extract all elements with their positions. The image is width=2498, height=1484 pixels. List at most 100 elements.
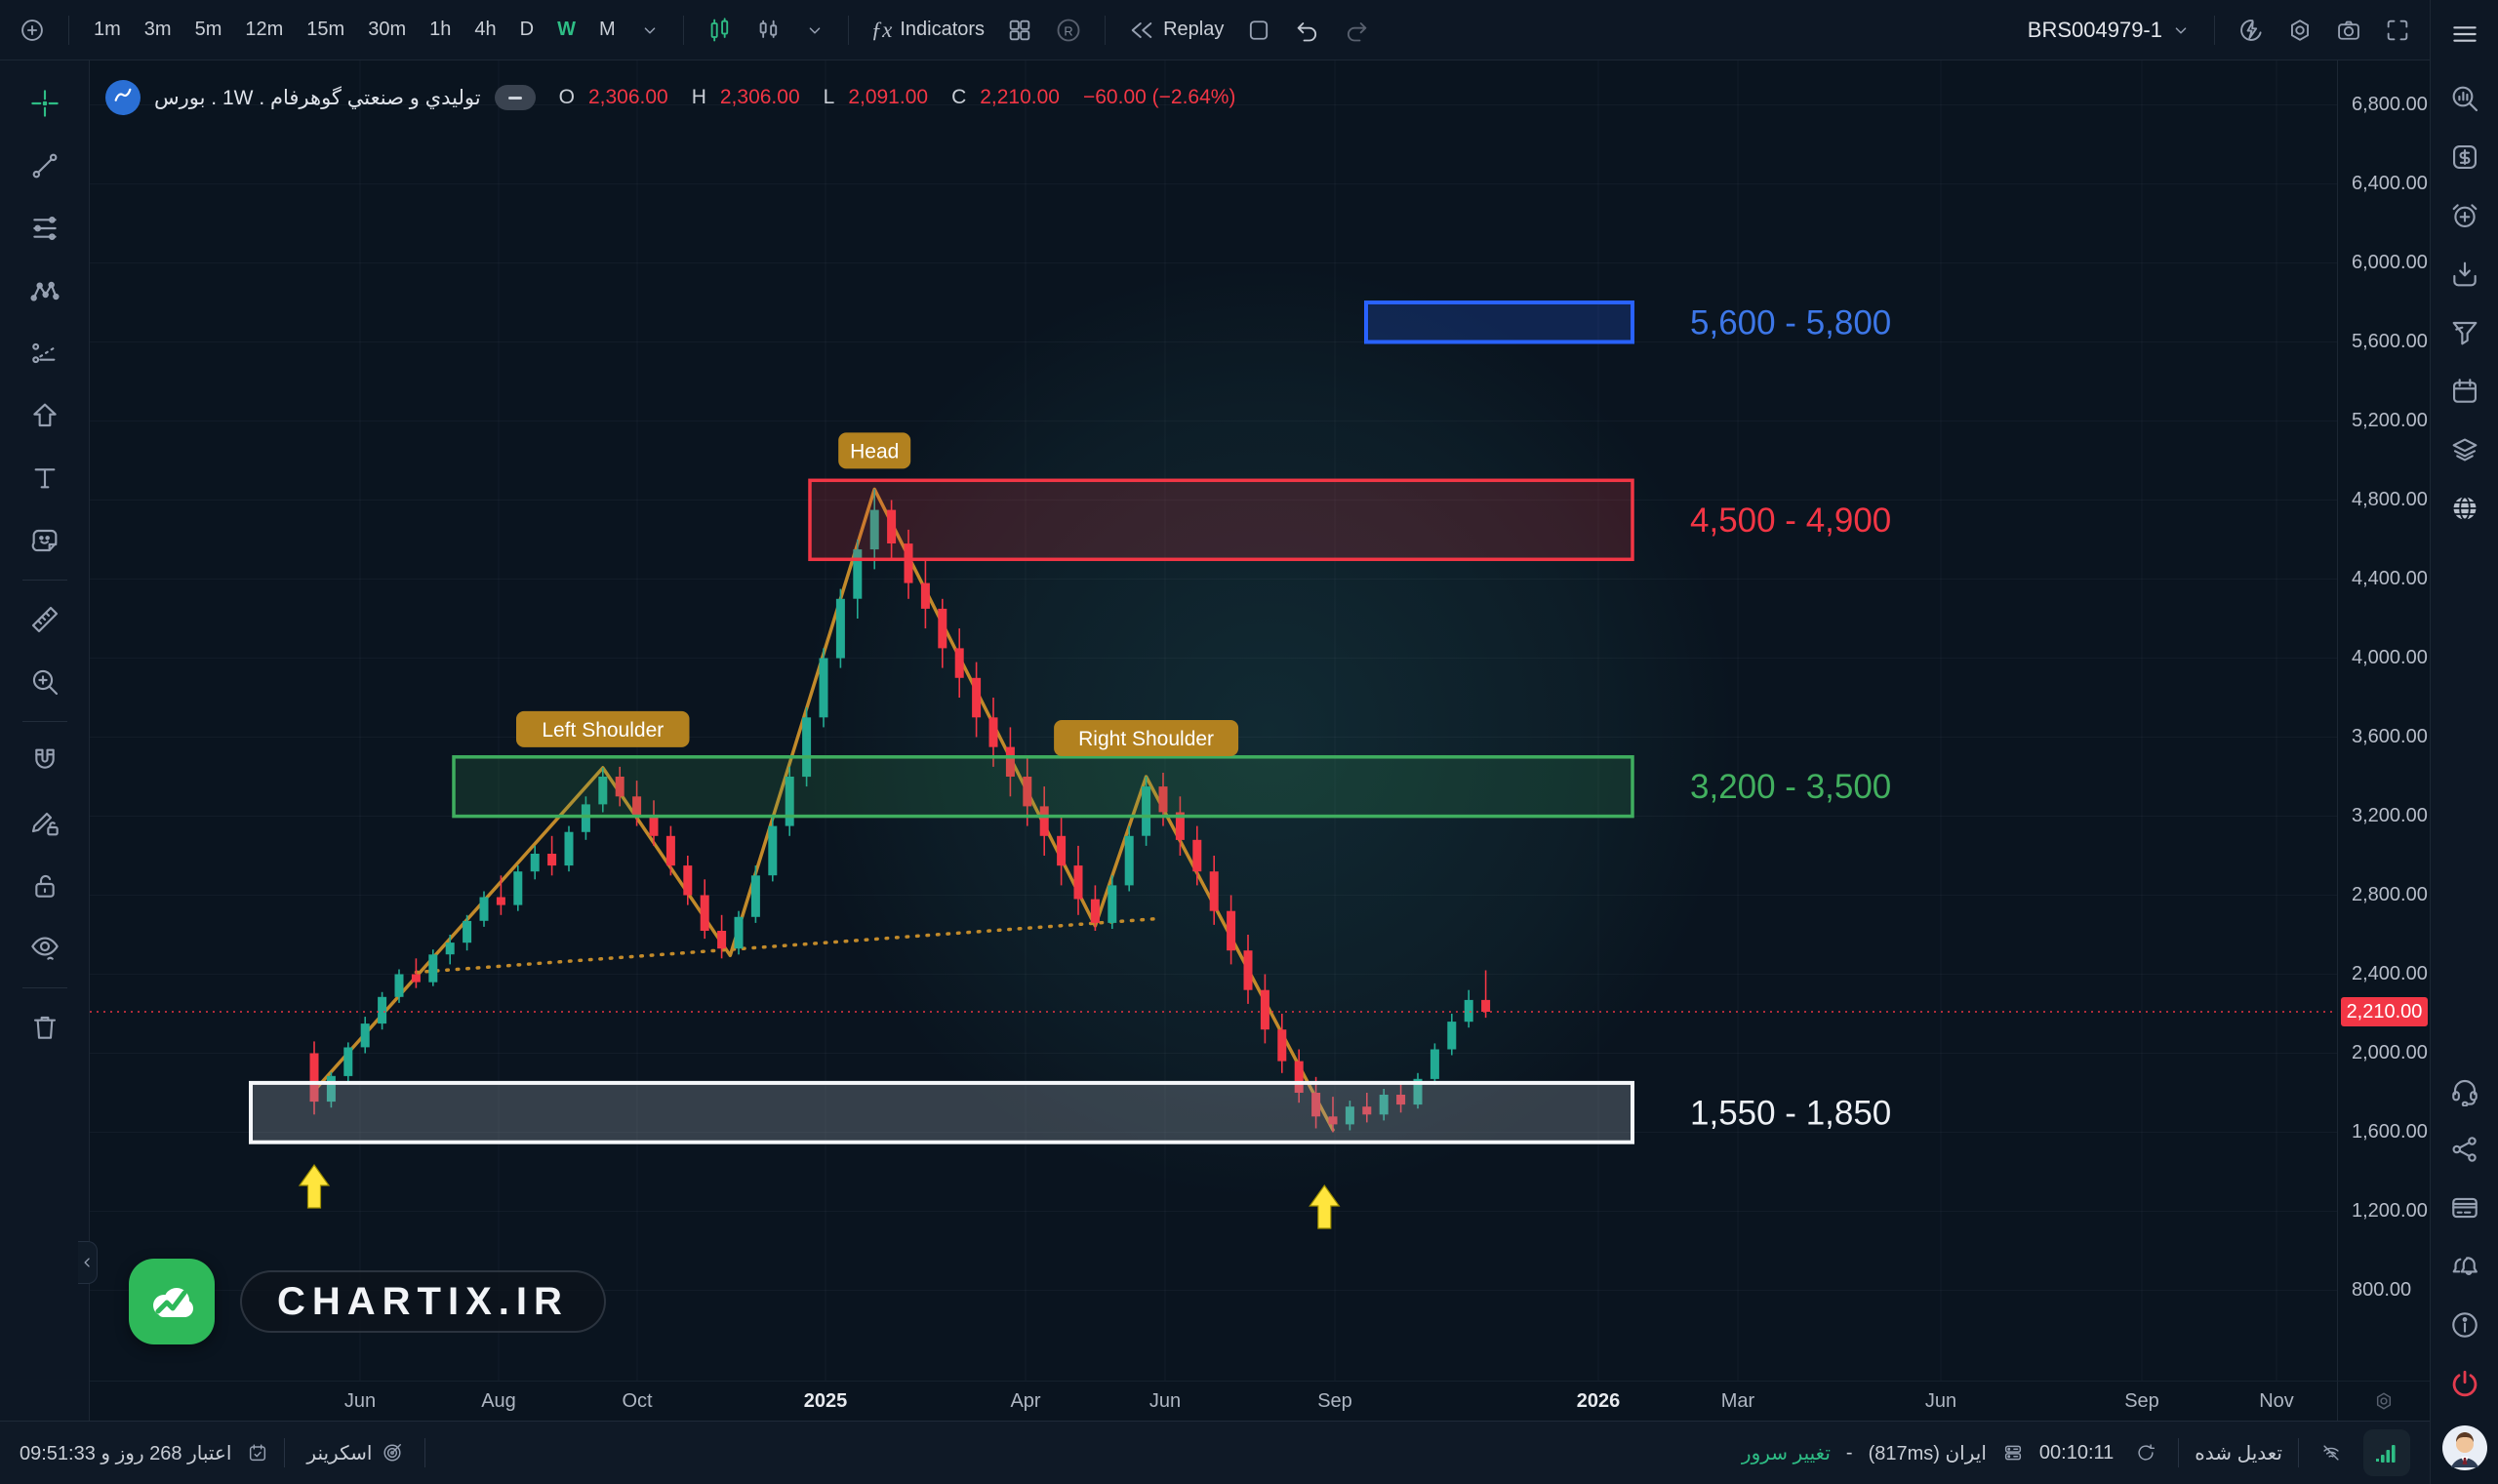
screener-label: اسکرینر [306, 1442, 373, 1464]
rectangle-tool-button[interactable] [1236, 11, 1281, 50]
settings-button[interactable] [2277, 11, 2322, 50]
tool-power-button[interactable] [2438, 1357, 2491, 1410]
rectangle-icon [1245, 17, 1272, 44]
timeframe-M[interactable]: M [588, 12, 626, 48]
tool-headset-button[interactable] [2438, 1064, 2491, 1117]
tool-alarm-button[interactable] [2438, 189, 2491, 242]
collapse-legend-button[interactable] [494, 85, 536, 110]
price-axis[interactable]: 6,800.00 6,400.00 6,000.00 5,600.00 5,200.00… [2337, 60, 2430, 1381]
r-badge-button[interactable]: R [1046, 11, 1091, 50]
tool-draw-lock-button[interactable] [18, 796, 72, 851]
axis-settings-corner[interactable] [2337, 1381, 2430, 1421]
power-icon [2449, 1368, 2480, 1399]
symbol-title[interactable]: توليدي و صنعتي گوهرفام . 1W . بورس [154, 86, 481, 109]
timeframe-list: 1m 3m 5m 12m 15m 30m 1h 4h D W M [83, 12, 626, 48]
tool-calendar-button[interactable] [2438, 365, 2491, 418]
tool-unlock-button[interactable] [18, 859, 72, 913]
credit-remaining: اعتبار 268 روز و 09:51:33 [20, 1442, 232, 1464]
chartix-text: CHARTIX.IR [277, 1279, 569, 1323]
dollar-icon [2449, 141, 2480, 173]
timeframe-30m[interactable]: 30m [357, 12, 417, 48]
camera-icon [2335, 17, 2362, 44]
timeframe-D[interactable]: D [509, 12, 544, 48]
change-server-link[interactable]: تغيير سرور [1741, 1442, 1831, 1464]
tool-sticker-button[interactable] [18, 513, 72, 568]
tool-funnel-button[interactable] [2438, 306, 2491, 359]
symbol-logo-icon [114, 88, 132, 101]
chart-pane[interactable]: 5,600 - 5,800 4,500 - 4,900 3,200 - 3,500 1… [90, 60, 2337, 1381]
tool-trash-button[interactable] [18, 1000, 72, 1055]
globe-icon [2449, 493, 2480, 524]
timeframe-1h[interactable]: 1h [419, 12, 462, 48]
tool-forecast-button[interactable] [18, 326, 72, 381]
svg-text:Head: Head [850, 440, 899, 462]
chartix-watermark-logo: CHARTIX.IR [129, 1259, 606, 1344]
tool-pattern-button[interactable] [18, 263, 72, 318]
tool-share-button[interactable] [2438, 1123, 2491, 1176]
tool-info-button[interactable] [2438, 1299, 2491, 1351]
price-tick: 2,800.00 [2352, 883, 2428, 905]
price-tick: 6,000.00 [2352, 251, 2428, 273]
timeframe-menu-button[interactable] [630, 14, 669, 47]
tool-download-button[interactable] [2438, 248, 2491, 301]
timeframe-12m[interactable]: 12m [234, 12, 294, 48]
tool-search-button[interactable] [2438, 72, 2491, 125]
connection-quality-button[interactable] [2363, 1429, 2410, 1476]
timeframe-15m[interactable]: 15m [296, 12, 355, 48]
hollow-candles-icon [755, 17, 783, 44]
layout-grid-button[interactable] [997, 11, 1042, 50]
tool-text-button[interactable] [18, 451, 72, 505]
timeframe-W[interactable]: W [546, 12, 586, 48]
refresh-button[interactable] [2129, 1438, 2162, 1467]
toolbar-collapse-handle[interactable] [78, 1241, 98, 1284]
tool-globe-button[interactable] [2438, 482, 2491, 535]
time-tick: Sep [2124, 1390, 2159, 1412]
high-value: 2,306.00 [719, 86, 800, 108]
arrow-up-icon [29, 400, 60, 431]
tool-trendline-button[interactable] [18, 139, 72, 193]
svg-text:Left Shoulder: Left Shoulder [542, 719, 664, 742]
tool-eye-button[interactable] [18, 921, 72, 976]
svg-text:R: R [1064, 23, 1072, 38]
screener-button[interactable]: اسکرینر [301, 1437, 409, 1469]
tool-arrow-up-button[interactable] [18, 388, 72, 443]
tool-ruler-button[interactable] [18, 592, 72, 647]
quick-actions-button[interactable] [2229, 11, 2274, 50]
tool-magnet-button[interactable] [18, 734, 72, 788]
layout-name-button[interactable]: BRS004979-1 [2019, 12, 2200, 49]
tool-fib-button[interactable] [18, 201, 72, 256]
main-menu-button[interactable] [2438, 8, 2491, 60]
time-axis[interactable]: Jun Aug Oct 2025 Apr Jun Sep 2026 Mar Jun Sep Nov [90, 1381, 2337, 1421]
chart-style-alt-button[interactable] [746, 11, 791, 50]
tool-layers-button[interactable] [2438, 423, 2491, 476]
chart-style-menu-button[interactable] [795, 14, 834, 47]
snapshot-button[interactable] [2326, 11, 2371, 50]
price-tick: 5,200.00 [2352, 409, 2428, 431]
cloud-chart-icon [153, 1288, 193, 1317]
symbol-logo[interactable] [105, 80, 141, 115]
chart-style-button[interactable] [698, 11, 743, 50]
timeframe-5m[interactable]: 5m [184, 12, 233, 48]
timeframe-4h[interactable]: 4h [463, 12, 506, 48]
timeframe-3m[interactable]: 3m [134, 12, 182, 48]
sidebar-bottom-group [2438, 1059, 2491, 1416]
indicators-button[interactable]: ƒx Indicators [863, 12, 993, 49]
user-avatar-button[interactable] [2438, 1422, 2491, 1474]
tool-dollar-button[interactable] [2438, 131, 2491, 183]
alerts-mute-button[interactable] [2315, 1438, 2348, 1467]
undo-button[interactable] [1285, 11, 1330, 50]
tool-crosshair-button[interactable] [18, 76, 72, 131]
tool-card-button[interactable] [2438, 1182, 2491, 1234]
redo-button[interactable] [1334, 11, 1379, 50]
replay-button[interactable]: Replay [1119, 11, 1232, 50]
timeframe-1m[interactable]: 1m [83, 12, 132, 48]
tool-zoom-button[interactable] [18, 655, 72, 709]
high-label: H [691, 86, 706, 108]
fullscreen-button[interactable] [2375, 11, 2420, 50]
tool-bells-button[interactable] [2438, 1240, 2491, 1293]
layout-name: BRS004979-1 [2027, 17, 2162, 42]
time-tick: 2025 [803, 1390, 848, 1412]
add-symbol-button[interactable] [10, 11, 55, 50]
status-divider [284, 1438, 286, 1467]
candlestick-chart[interactable]: 5,600 - 5,800 4,500 - 4,900 3,200 - 3,500 1… [90, 60, 2337, 1381]
